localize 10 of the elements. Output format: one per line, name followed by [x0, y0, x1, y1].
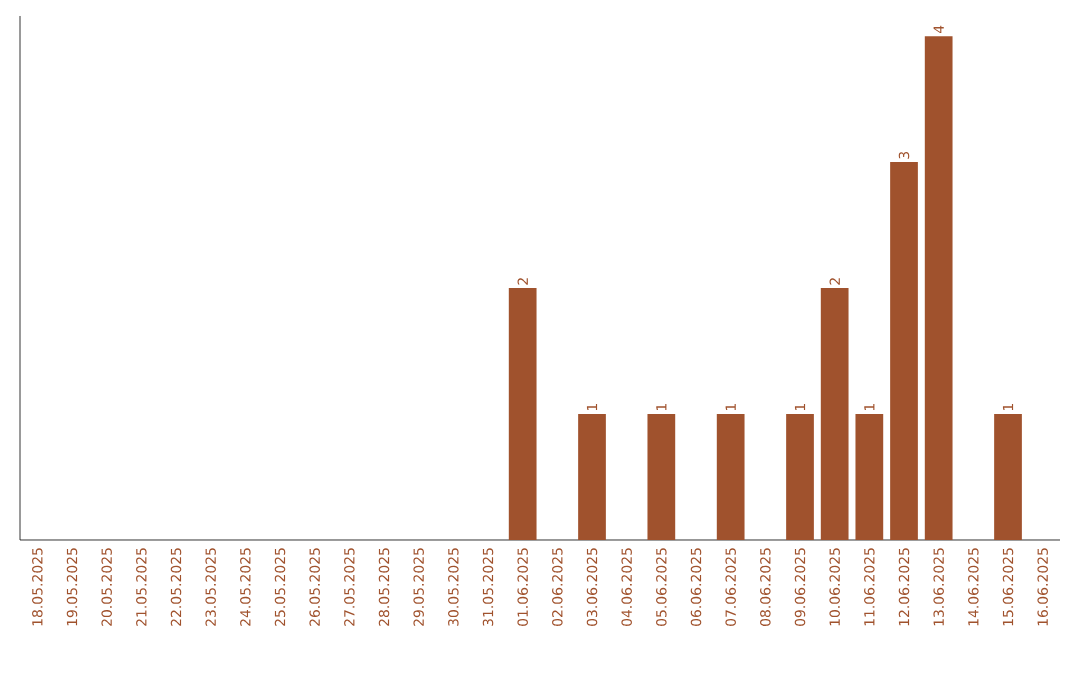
bar	[786, 414, 814, 540]
bar	[994, 414, 1022, 540]
bar	[716, 414, 745, 540]
bar	[890, 162, 918, 540]
bar	[508, 288, 537, 540]
bar	[855, 414, 884, 540]
bar	[647, 414, 676, 540]
bar	[578, 414, 606, 540]
bar	[820, 288, 849, 540]
bar	[924, 36, 953, 540]
